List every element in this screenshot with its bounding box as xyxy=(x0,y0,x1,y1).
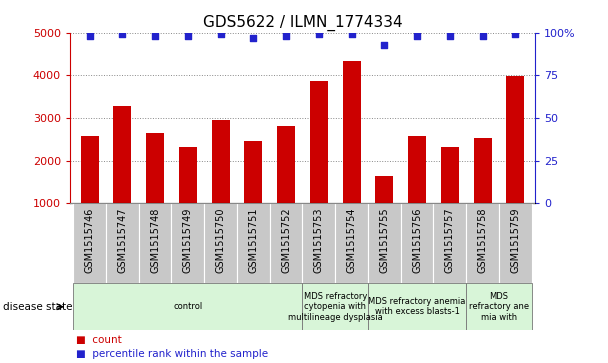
Text: GSM1515757: GSM1515757 xyxy=(445,207,455,273)
Text: GSM1515759: GSM1515759 xyxy=(510,207,520,273)
Point xyxy=(347,32,356,37)
Text: MDS
refractory ane
mia with: MDS refractory ane mia with xyxy=(469,292,529,322)
Point xyxy=(249,35,258,41)
Title: GDS5622 / ILMN_1774334: GDS5622 / ILMN_1774334 xyxy=(202,15,402,31)
Text: GSM1515754: GSM1515754 xyxy=(347,207,357,273)
Point xyxy=(216,32,226,37)
Text: GSM1515755: GSM1515755 xyxy=(379,207,389,273)
Text: GSM1515753: GSM1515753 xyxy=(314,207,324,273)
Point xyxy=(314,32,323,37)
Point xyxy=(445,33,455,39)
Bar xyxy=(401,203,434,283)
Text: GSM1515747: GSM1515747 xyxy=(117,207,127,273)
Text: MDS refractory anemia
with excess blasts-1: MDS refractory anemia with excess blasts… xyxy=(368,297,466,317)
Bar xyxy=(171,203,204,283)
Text: GSM1515751: GSM1515751 xyxy=(248,207,258,273)
Text: GSM1515752: GSM1515752 xyxy=(281,207,291,273)
Bar xyxy=(466,283,532,330)
Text: MDS refractory
cytopenia with
multilineage dysplasia: MDS refractory cytopenia with multilinea… xyxy=(288,292,382,322)
Text: GSM1515758: GSM1515758 xyxy=(478,207,488,273)
Bar xyxy=(146,133,164,246)
Bar xyxy=(368,203,401,283)
Bar xyxy=(139,203,171,283)
Bar xyxy=(81,136,98,246)
Bar xyxy=(466,203,499,283)
Text: GSM1515756: GSM1515756 xyxy=(412,207,422,273)
Bar xyxy=(408,136,426,246)
Bar xyxy=(237,203,270,283)
Text: ■  count: ■ count xyxy=(76,335,122,346)
Point xyxy=(412,33,422,39)
Bar xyxy=(73,283,302,330)
Bar xyxy=(179,147,197,246)
Bar xyxy=(310,81,328,246)
Bar xyxy=(302,203,335,283)
Bar xyxy=(474,138,492,246)
Bar xyxy=(106,203,139,283)
Point xyxy=(282,33,291,39)
Bar xyxy=(73,203,106,283)
Bar xyxy=(302,283,368,330)
Bar xyxy=(244,141,263,246)
Point xyxy=(85,33,94,39)
Bar xyxy=(204,203,237,283)
Text: GSM1515749: GSM1515749 xyxy=(183,207,193,273)
Bar xyxy=(270,203,303,283)
Bar xyxy=(368,283,466,330)
Bar xyxy=(113,106,131,246)
Text: disease state: disease state xyxy=(3,302,72,312)
Bar xyxy=(441,147,459,246)
Bar xyxy=(335,203,368,283)
Bar xyxy=(375,176,393,246)
Text: GSM1515748: GSM1515748 xyxy=(150,207,160,273)
Point xyxy=(478,33,488,39)
Bar xyxy=(506,76,524,246)
Text: control: control xyxy=(173,302,202,311)
Point xyxy=(150,33,160,39)
Point xyxy=(511,32,520,37)
Point xyxy=(183,33,193,39)
Bar xyxy=(499,203,532,283)
Text: ■  percentile rank within the sample: ■ percentile rank within the sample xyxy=(76,348,268,359)
Point xyxy=(379,42,389,48)
Text: GSM1515746: GSM1515746 xyxy=(85,207,95,273)
Bar xyxy=(212,120,230,246)
Point xyxy=(117,32,127,37)
Text: GSM1515750: GSM1515750 xyxy=(216,207,226,273)
Bar xyxy=(434,203,466,283)
Bar xyxy=(277,126,295,246)
Bar xyxy=(342,61,361,246)
